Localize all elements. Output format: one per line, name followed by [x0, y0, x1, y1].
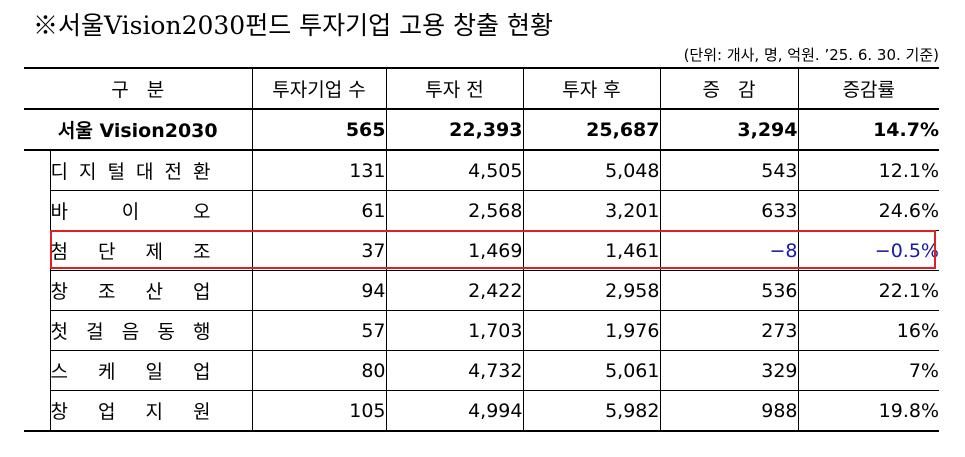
indent-cell — [24, 190, 51, 231]
header-category: 구 분 — [24, 67, 253, 110]
row-before: 2,568 — [385, 190, 524, 231]
row-companies: 61 — [251, 190, 387, 231]
header-companies: 투자기업 수 — [251, 67, 387, 110]
header-before: 투자 전 — [385, 67, 524, 110]
employment-table: 구 분 투자기업 수 투자 전 투자 후 증 감 증감률 서울 Vision20… — [24, 67, 939, 432]
row-companies: 80 — [251, 350, 387, 391]
indent-cell — [24, 390, 51, 432]
row-rate: 7% — [797, 350, 939, 391]
total-change: 3,294 — [659, 108, 799, 151]
indent-cell — [24, 350, 51, 391]
indent-cell — [24, 230, 51, 271]
row-change-negative: −8 — [659, 230, 799, 271]
total-rate: 14.7% — [797, 108, 939, 151]
total-row: 서울 Vision2030 565 22,393 25,687 3,294 14… — [24, 108, 939, 151]
row-companies: 105 — [251, 390, 387, 432]
row-before: 1,469 — [385, 230, 524, 271]
unit-note: (단위: 개사, 명, 억원. ’25. 6. 30. 기준) — [683, 46, 939, 64]
page-title: ※서울Vision2030펀드 투자기업 고용 창출 현황 — [33, 11, 553, 40]
row-after: 5,061 — [522, 350, 661, 391]
total-companies: 565 — [251, 108, 387, 151]
row-companies: 94 — [251, 270, 387, 311]
row-rate: 24.6% — [797, 190, 939, 231]
row-after: 5,048 — [522, 149, 661, 191]
header-row: 구 분 투자기업 수 투자 전 투자 후 증 감 증감률 — [24, 67, 939, 110]
row-before: 2,422 — [385, 270, 524, 311]
row-after: 1,461 — [522, 230, 661, 271]
indent-cell — [24, 150, 51, 191]
indent-cell — [24, 270, 51, 311]
row-before: 4,994 — [385, 390, 524, 432]
row-after: 3,201 — [522, 190, 661, 231]
header-change: 증 감 — [659, 67, 799, 110]
row-after: 5,982 — [522, 390, 661, 432]
header-rate: 증감률 — [797, 67, 939, 110]
row-change: 329 — [659, 350, 799, 391]
row-rate-negative: −0.5% — [797, 230, 939, 271]
row-companies: 57 — [251, 310, 387, 351]
row-before: 1,703 — [385, 310, 524, 351]
row-before: 4,505 — [385, 149, 524, 191]
row-rate: 12.1% — [797, 149, 939, 191]
row-companies: 37 — [251, 230, 387, 271]
total-before: 22,393 — [385, 108, 524, 151]
row-change: 988 — [659, 390, 799, 432]
indent-cell — [24, 310, 51, 351]
total-after: 25,687 — [522, 108, 661, 151]
row-change: 543 — [659, 149, 799, 191]
row-companies: 131 — [251, 149, 387, 191]
header-after: 투자 후 — [522, 67, 661, 110]
row-change: 633 — [659, 190, 799, 231]
row-change: 536 — [659, 270, 799, 311]
row-rate: 19.8% — [797, 390, 939, 432]
row-after: 1,976 — [522, 310, 661, 351]
total-label: 서울 Vision2030 — [24, 108, 253, 151]
row-after: 2,958 — [522, 270, 661, 311]
row-change: 273 — [659, 310, 799, 351]
row-rate: 22.1% — [797, 270, 939, 311]
row-rate: 16% — [797, 310, 939, 351]
row-before: 4,732 — [385, 350, 524, 391]
